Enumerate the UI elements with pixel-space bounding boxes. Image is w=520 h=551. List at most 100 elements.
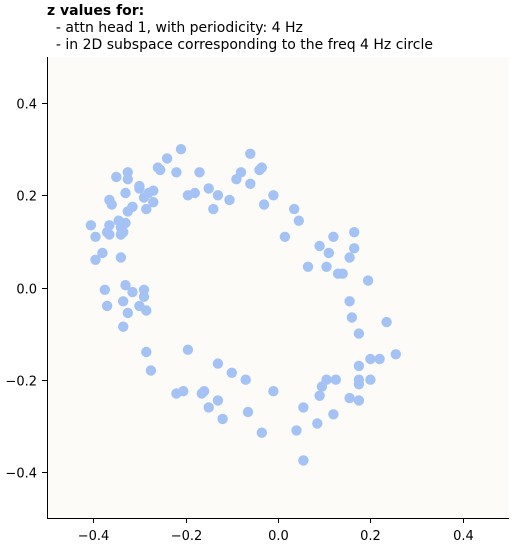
data-point-77 bbox=[182, 344, 194, 355]
data-point-30 bbox=[258, 199, 270, 210]
data-point-56 bbox=[115, 252, 127, 263]
data-point-62 bbox=[120, 280, 131, 291]
data-point-11 bbox=[111, 171, 122, 183]
data-point-72 bbox=[122, 307, 133, 319]
data-point-47 bbox=[279, 231, 291, 242]
y-tick-label-1: −0.2 bbox=[5, 375, 37, 390]
data-point-91 bbox=[353, 379, 365, 390]
data-point-82 bbox=[212, 358, 224, 369]
data-point-94 bbox=[171, 388, 182, 399]
data-point-25 bbox=[268, 190, 279, 201]
data-point-48 bbox=[328, 231, 339, 242]
plot-area bbox=[47, 57, 509, 518]
x-tick-label-3: 0.2 bbox=[360, 529, 381, 544]
data-point-80 bbox=[374, 353, 385, 365]
scatter-points bbox=[85, 144, 401, 466]
chart-title: z values for: bbox=[47, 3, 145, 19]
data-point-5 bbox=[171, 167, 182, 178]
y-tick-label-2: 0.0 bbox=[16, 283, 37, 298]
data-point-58 bbox=[321, 261, 332, 272]
data-point-84 bbox=[145, 365, 157, 376]
x-tick-label-2: 0.0 bbox=[268, 529, 289, 544]
chart-subtitle-line-2: - in 2D subspace corresponding to the fr… bbox=[47, 37, 433, 53]
data-point-90 bbox=[365, 374, 376, 385]
data-point-29 bbox=[224, 194, 235, 206]
data-point-76 bbox=[353, 328, 365, 339]
data-point-49 bbox=[349, 227, 360, 238]
data-point-23 bbox=[212, 190, 224, 201]
data-point-34 bbox=[208, 203, 219, 215]
data-point-24 bbox=[182, 190, 194, 201]
data-point-35 bbox=[289, 203, 300, 215]
y-tick-label-3: 0.2 bbox=[16, 190, 37, 205]
data-point-19 bbox=[120, 187, 131, 199]
data-point-50 bbox=[314, 240, 325, 252]
data-point-57 bbox=[302, 261, 314, 272]
data-point-53 bbox=[323, 247, 334, 259]
data-point-16 bbox=[134, 183, 145, 194]
data-point-75 bbox=[118, 321, 129, 332]
data-point-108 bbox=[291, 425, 302, 436]
data-point-55 bbox=[90, 254, 101, 265]
data-point-86 bbox=[240, 374, 251, 385]
data-point-81 bbox=[365, 353, 376, 365]
data-point-83 bbox=[353, 360, 365, 372]
data-point-71 bbox=[141, 305, 152, 316]
y-tick-label-0: −0.4 bbox=[5, 467, 37, 482]
data-point-1 bbox=[161, 153, 173, 164]
data-point-14 bbox=[122, 174, 133, 185]
data-point-54 bbox=[344, 252, 355, 263]
data-point-65 bbox=[127, 286, 138, 298]
data-point-98 bbox=[314, 390, 325, 401]
x-tick-label-1: −0.2 bbox=[171, 529, 203, 544]
data-point-105 bbox=[328, 409, 339, 420]
data-point-33 bbox=[141, 203, 152, 215]
x-tick-label-0: −0.4 bbox=[78, 529, 110, 544]
data-point-28 bbox=[148, 197, 159, 208]
axes: −0.4 −0.2 0.0 0.2 0.4 −0.4 −0.2 0.0 0.2 0.4 bbox=[5, 57, 509, 544]
chart-subtitle-line-1: - attn head 1, with periodicity: 4 Hz bbox=[47, 20, 303, 36]
data-point-46 bbox=[90, 231, 101, 242]
data-point-107 bbox=[312, 418, 323, 429]
data-point-52 bbox=[97, 247, 108, 259]
data-point-79 bbox=[390, 349, 401, 360]
y-tick-label-4: 0.4 bbox=[16, 98, 37, 113]
data-point-4 bbox=[155, 164, 166, 176]
data-point-67 bbox=[344, 296, 355, 307]
data-point-61 bbox=[362, 275, 374, 286]
data-point-109 bbox=[256, 427, 267, 438]
x-tick-label-4: 0.4 bbox=[453, 529, 474, 544]
data-point-88 bbox=[330, 374, 341, 385]
data-point-85 bbox=[226, 367, 237, 378]
data-point-13 bbox=[245, 178, 256, 189]
data-point-22 bbox=[138, 192, 150, 203]
data-point-103 bbox=[298, 402, 309, 413]
data-point-40 bbox=[293, 215, 304, 226]
data-point-73 bbox=[346, 312, 358, 323]
data-point-99 bbox=[344, 392, 355, 404]
data-point-74 bbox=[381, 316, 392, 328]
data-point-45 bbox=[118, 227, 129, 238]
data-point-6 bbox=[194, 167, 205, 178]
data-point-78 bbox=[141, 346, 152, 358]
data-point-100 bbox=[353, 395, 365, 406]
data-point-12 bbox=[231, 174, 242, 185]
data-point-97 bbox=[268, 386, 279, 397]
data-point-101 bbox=[212, 395, 224, 406]
data-point-106 bbox=[217, 413, 228, 425]
data-point-21 bbox=[203, 183, 214, 194]
data-point-102 bbox=[203, 402, 214, 413]
chart-title-block: z values for: - attn head 1, with period… bbox=[47, 3, 433, 54]
data-point-32 bbox=[122, 206, 133, 217]
data-point-43 bbox=[104, 229, 115, 240]
data-point-66 bbox=[138, 291, 150, 302]
data-point-104 bbox=[242, 406, 254, 418]
data-point-68 bbox=[118, 296, 129, 307]
data-point-110 bbox=[298, 455, 309, 466]
data-point-2 bbox=[245, 148, 256, 159]
data-point-96 bbox=[196, 388, 207, 399]
data-point-9 bbox=[254, 164, 265, 176]
data-point-41 bbox=[85, 220, 97, 231]
